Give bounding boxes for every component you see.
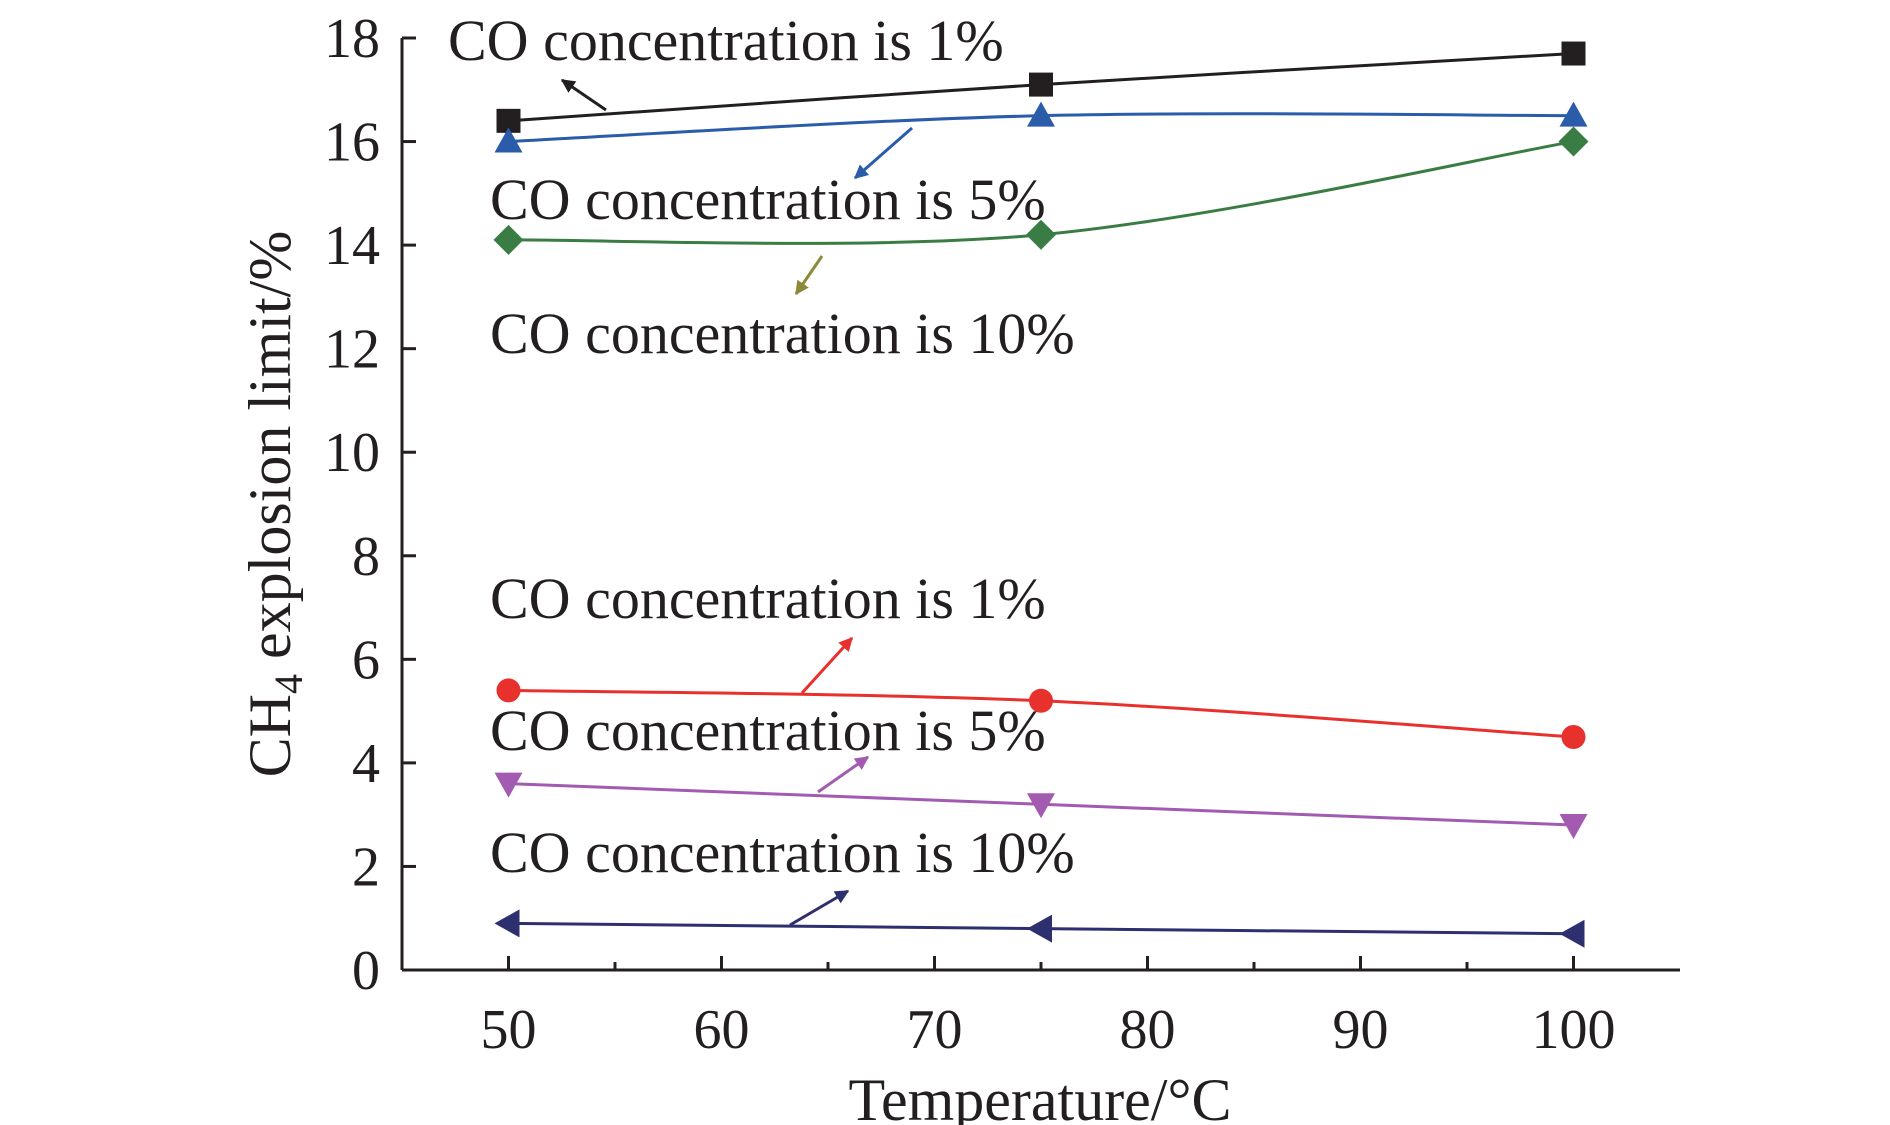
annotation-arrow-lower_5 [817,755,870,794]
annotation-labels: CO concentration is 1% CO concentration i… [448,8,1075,885]
annotation-label-lower_10: CO concentration is 10% [490,820,1075,885]
tick-group: 50 60 70 80 90 100 0 2 4 6 8 10 12 14 16 18 [324,8,1616,1061]
data-point-upper_10 [1026,219,1056,250]
data-point-upper_5 [1027,101,1055,127]
annotation-label-upper_5: CO concentration is 5% [490,167,1046,232]
x-tick-label: 90 [1333,999,1389,1061]
data-point-lower_1 [1029,688,1053,713]
x-tick-label: 80 [1120,999,1176,1061]
x-tick-label: 50 [481,999,537,1061]
data-point-upper_10 [1558,126,1589,157]
x-tick-label: 70 [907,999,963,1061]
y-tick-label: 12 [324,319,380,381]
y-tick-label: 8 [352,526,380,588]
y-tick-label: 2 [352,836,380,898]
x-tick-label: 100 [1532,999,1616,1061]
data-point-lower_10 [494,909,520,938]
annotation-label-lower_1: CO concentration is 1% [490,566,1046,631]
data-point-lower_5 [494,772,523,798]
annotation-label-upper_1: CO concentration is 1% [448,8,1004,73]
data-point-upper_5 [1559,101,1588,127]
data-point-upper_1 [1029,72,1053,97]
y-axis-title-prefix: CH [237,694,303,777]
annotation-label-upper_10: CO concentration is 10% [490,301,1075,366]
data-point-lower_5 [1559,814,1588,840]
y-tick-label: 14 [324,215,380,277]
data-point-lower_5 [1027,793,1055,819]
annotation-arrow-upper_5 [853,126,913,180]
y-tick-label: 0 [352,940,380,1002]
y-axis-title-subscript: 4 [266,674,311,694]
y-axis-title: CH4 explosion limit/% [237,231,311,778]
y-axis-title-suffix: explosion limit/% [237,231,303,674]
data-point-lower_1 [496,678,521,703]
y-tick-label: 16 [324,112,380,174]
annotation-arrow-lower_1 [800,636,854,695]
annotation-arrow-upper_1 [560,78,607,112]
data-point-lower_10 [1027,914,1052,943]
data-point-upper_1 [1561,41,1586,66]
y-tick-label: 10 [324,422,380,484]
y-tick-label: 4 [352,733,380,795]
annotation-arrow-upper_10 [794,255,824,296]
data-point-upper_10 [493,224,524,255]
annotation-arrows [560,78,913,927]
data-point-lower_1 [1561,725,1586,749]
data-point-upper_5 [494,127,523,153]
x-tick-label: 60 [694,999,750,1061]
y-tick-label: 6 [352,629,380,691]
annotation-arrow-lower_10 [789,889,850,927]
annotation-label-lower_5: CO concentration is 5% [490,698,1046,763]
data-point-lower_10 [1559,919,1585,948]
y-tick-label: 18 [324,8,380,70]
series-markers [493,41,1589,948]
x-axis-title: Temperature/°C [849,1067,1232,1125]
